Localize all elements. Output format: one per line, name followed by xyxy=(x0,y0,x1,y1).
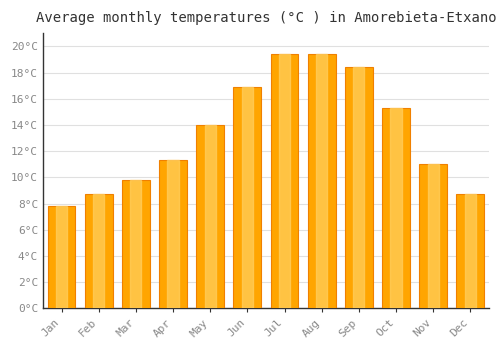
Bar xyxy=(93,195,104,308)
Bar xyxy=(464,195,476,308)
Bar xyxy=(382,108,410,308)
Bar xyxy=(48,206,76,308)
Bar xyxy=(85,195,112,308)
Bar xyxy=(354,67,364,308)
Bar xyxy=(234,87,262,308)
Bar xyxy=(56,206,67,308)
Bar xyxy=(130,180,141,308)
Bar xyxy=(308,54,336,308)
Bar xyxy=(168,160,178,308)
Bar xyxy=(456,195,484,308)
Bar xyxy=(419,164,447,308)
Bar xyxy=(428,164,438,308)
Bar xyxy=(390,108,402,308)
Bar xyxy=(204,125,216,308)
Bar xyxy=(270,54,298,308)
Bar xyxy=(316,54,327,308)
Bar xyxy=(279,54,290,308)
Bar xyxy=(345,67,373,308)
Title: Average monthly temperatures (°C ) in Amorebieta-Etxano: Average monthly temperatures (°C ) in Am… xyxy=(36,11,496,25)
Bar xyxy=(196,125,224,308)
Bar xyxy=(122,180,150,308)
Bar xyxy=(242,87,253,308)
Bar xyxy=(159,160,187,308)
